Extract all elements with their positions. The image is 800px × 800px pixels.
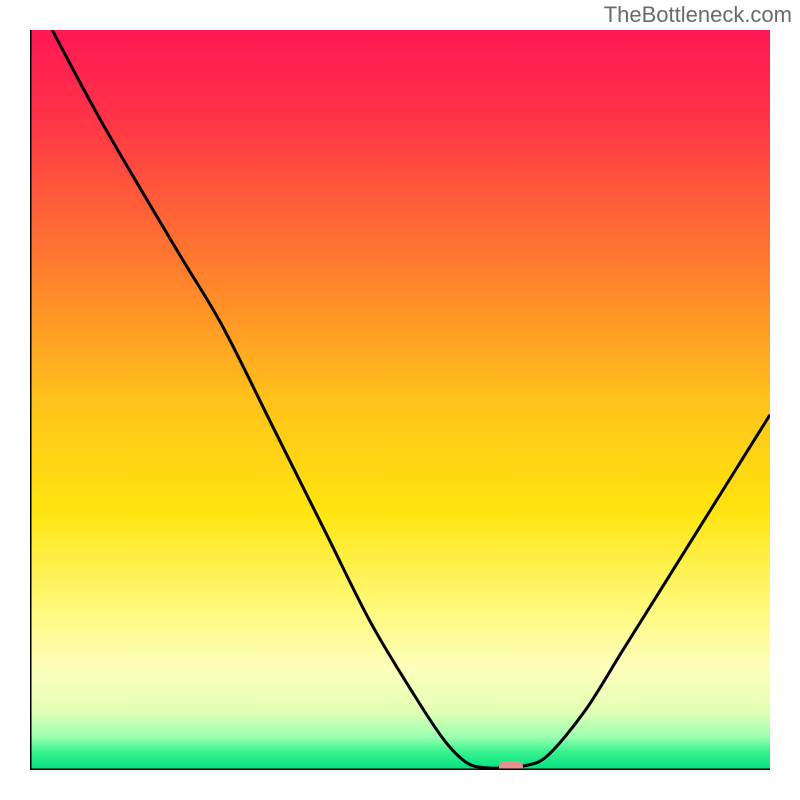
watermark-text: TheBottleneck.com (604, 2, 792, 28)
plot-area (30, 30, 770, 770)
optimal-marker (499, 761, 523, 770)
curve-svg (30, 30, 770, 770)
bottleneck-curve (52, 30, 770, 768)
